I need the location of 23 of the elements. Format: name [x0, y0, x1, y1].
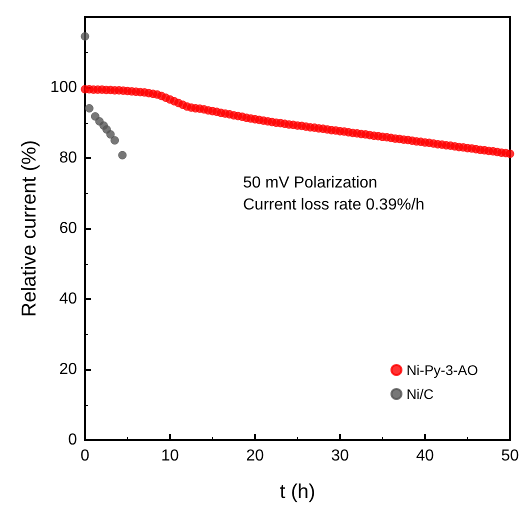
point	[85, 104, 94, 113]
annotation: 50 mV Polarization	[243, 174, 378, 192]
x-tick-label: 50	[501, 448, 519, 464]
y-tick-label: 0	[68, 432, 78, 448]
y-tick-label: 100	[50, 79, 78, 96]
legend-label: Ni-Py-3-AO	[406, 362, 478, 378]
y-tick-label: 40	[59, 290, 78, 308]
y-axis-title: Relative current (%)	[18, 140, 40, 317]
point	[106, 130, 115, 139]
x-tick-label: 10	[161, 448, 179, 464]
x-axis-title: t (h)	[280, 481, 316, 503]
x-tick-label: 30	[331, 448, 349, 464]
y-tick-label: 60	[59, 220, 78, 237]
annotation: Current loss rate 0.39%/h	[243, 196, 424, 214]
x-tick-label: 20	[246, 448, 264, 464]
y-tick-label: 20	[59, 361, 78, 378]
x-tick-label: 0	[80, 448, 90, 464]
legend-label: Ni/C	[406, 386, 434, 402]
x-tick-label: 40	[416, 448, 434, 464]
point	[80, 32, 90, 41]
point	[110, 136, 119, 145]
y-tick-label: 80	[59, 150, 78, 166]
point	[118, 150, 127, 160]
